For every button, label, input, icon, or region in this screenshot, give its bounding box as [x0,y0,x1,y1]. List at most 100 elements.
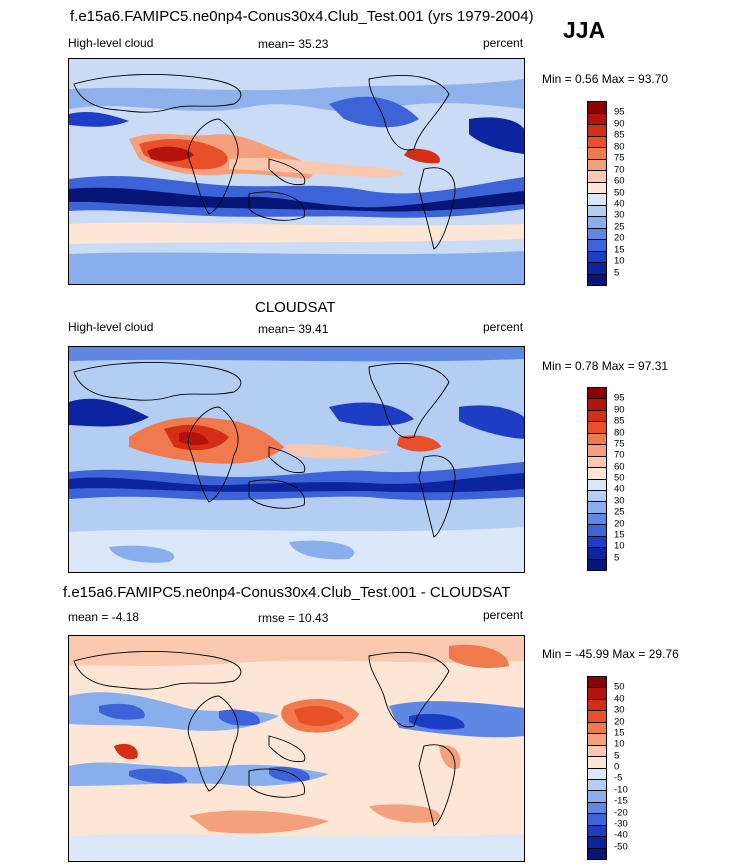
panel3-colorbar-cell [588,734,606,746]
panel1-colorbar-cell [588,102,606,114]
colorbar-tick-label: 80 [614,141,625,153]
colorbar-tick-label: 50 [614,187,625,198]
panel1-title: f.e15a6.FAMIPC5.ne0np4-Conus30x4.Club_Te… [70,8,534,25]
panel2-colorbar-cell [588,490,606,503]
panel2-title: CLOUDSAT [255,299,336,316]
colorbar-tick-label: 90 [614,404,625,416]
panel2-colorbar-cell [588,433,606,446]
panel2-colorbar-cell [588,536,606,549]
panel2-colorbar-cell [588,388,606,400]
panel1-colorbar-cell [588,205,606,217]
colorbar-tick-label: 10 [614,540,625,552]
panel2-colorbar-cell [588,422,606,434]
colorbar-tick-label: 60 [614,175,625,187]
panel3-colorbar-cell [588,745,606,758]
panel1-variable-label: High-level cloud [68,36,154,50]
colorbar-tick-label: 0 [614,761,620,773]
panel2-minmax-label: Min = 0.78 Max = 97.31 [542,359,669,373]
colorbar-tick-label: 15 [614,727,625,739]
panel1-colorbar-cell [588,228,606,240]
colorbar-tick-label: -40 [614,829,628,841]
panel1-colorbar-cell [588,251,606,263]
colorbar-tick-label: -20 [614,807,628,818]
panel2-variable-label: High-level cloud [68,320,154,334]
panel3-colorbar [587,676,607,860]
colorbar-tick-label: 50 [614,681,625,693]
colorbar-tick-label: 30 [614,209,625,221]
panel3-colorbar-cell [588,711,606,723]
panel2-colorbar-cell [588,548,606,560]
panel3-rmse-label: rmse = 10.43 [258,611,329,625]
colorbar-tick-label: 30 [614,495,625,507]
colorbar-tick-label: 30 [614,704,625,716]
panel1-colorbar-cell [588,182,606,194]
colorbar-tick-label: 5 [614,267,620,279]
colorbar-tick-label: 75 [614,152,625,164]
colorbar-tick-label: 75 [614,438,625,450]
colorbar-tick-label: -5 [614,772,623,784]
panel1-minmax-label: Min = 0.56 Max = 93.70 [542,72,669,86]
panel3-colorbar-cell [588,825,606,838]
panel3-colorbar-cell [588,699,606,712]
panel3-colorbar-cell [588,677,606,689]
panel1-colorbar-cell [588,274,606,285]
colorbar-tick-label: 70 [614,449,625,461]
panel3-minmax-label: Min = -45.99 Max = 29.76 [542,647,679,661]
panel3-colorbar-cell [588,722,606,735]
panel1-colorbar-cell [588,240,606,252]
panel2-colorbar-cell [588,445,606,457]
colorbar-tick-label: 5 [614,750,620,762]
panel1-colorbar-cell [588,171,606,183]
colorbar-tick-label: 70 [614,164,625,176]
panel2-colorbar-cell [588,479,606,491]
colorbar-tick-label: 25 [614,506,625,518]
panel1-colorbar-cell [588,125,606,137]
colorbar-tick-label: 20 [614,518,625,529]
panel3-colorbar-cell [588,791,606,803]
panel3-mean-label: mean = -4.18 [68,610,140,624]
panel2-contour-field [69,347,524,572]
panel1-colorbar-cell [588,159,606,171]
panel1-map [68,58,525,285]
panel2-colorbar-cell [588,525,606,537]
panel2-colorbar-cell [588,410,606,423]
colorbar-tick-label: 10 [614,738,625,750]
colorbar-tick-label: -10 [614,784,628,796]
colorbar-tick-label: 85 [614,129,625,141]
panel1-mean-label: mean= 35.23 [258,37,329,51]
colorbar-tick-label: 40 [614,483,625,495]
panel2-colorbar-cell [588,502,606,514]
panel2-colorbar-cell [588,513,606,526]
panel3-colorbar-cell [588,779,606,792]
colorbar-tick-label: 95 [614,106,625,118]
panel2-map [68,346,525,573]
panel1-colorbar-cell [588,113,606,125]
panel2-colorbar-cell [588,399,606,411]
colorbar-tick-label: 5 [614,552,620,564]
panel3-colorbar-cell [588,757,606,769]
colorbar-tick-label: 15 [614,529,625,541]
colorbar-tick-label: -50 [614,841,628,853]
panel3-contour-field [69,636,524,861]
panel3-colorbar-cell [588,848,606,859]
panel1-contour-field [69,59,524,284]
colorbar-tick-label: 25 [614,221,625,233]
panel2-colorbar-cell [588,468,606,480]
panel1-colorbar-cell [588,194,606,206]
panel3-colorbar-cell [588,837,606,849]
panel1-colorbar [587,101,607,286]
panel1-colorbar-cell [588,263,606,275]
colorbar-tick-label: 80 [614,427,625,438]
panel3-title: f.e15a6.FAMIPC5.ne0np4-Conus30x4.Club_Te… [63,584,511,601]
panel2-colorbar-cell [588,559,606,570]
colorbar-tick-label: 40 [614,198,625,210]
panel3-units-label: percent [483,608,524,622]
colorbar-tick-label: 20 [614,232,625,244]
colorbar-tick-label: 15 [614,244,625,256]
panel1-colorbar-cell [588,136,606,148]
panel3-colorbar-cell [588,802,606,815]
panel3-colorbar-cell [588,814,606,826]
colorbar-tick-label: 90 [614,118,625,130]
panel1-units-label: percent [483,36,524,50]
colorbar-tick-label: 10 [614,255,625,267]
